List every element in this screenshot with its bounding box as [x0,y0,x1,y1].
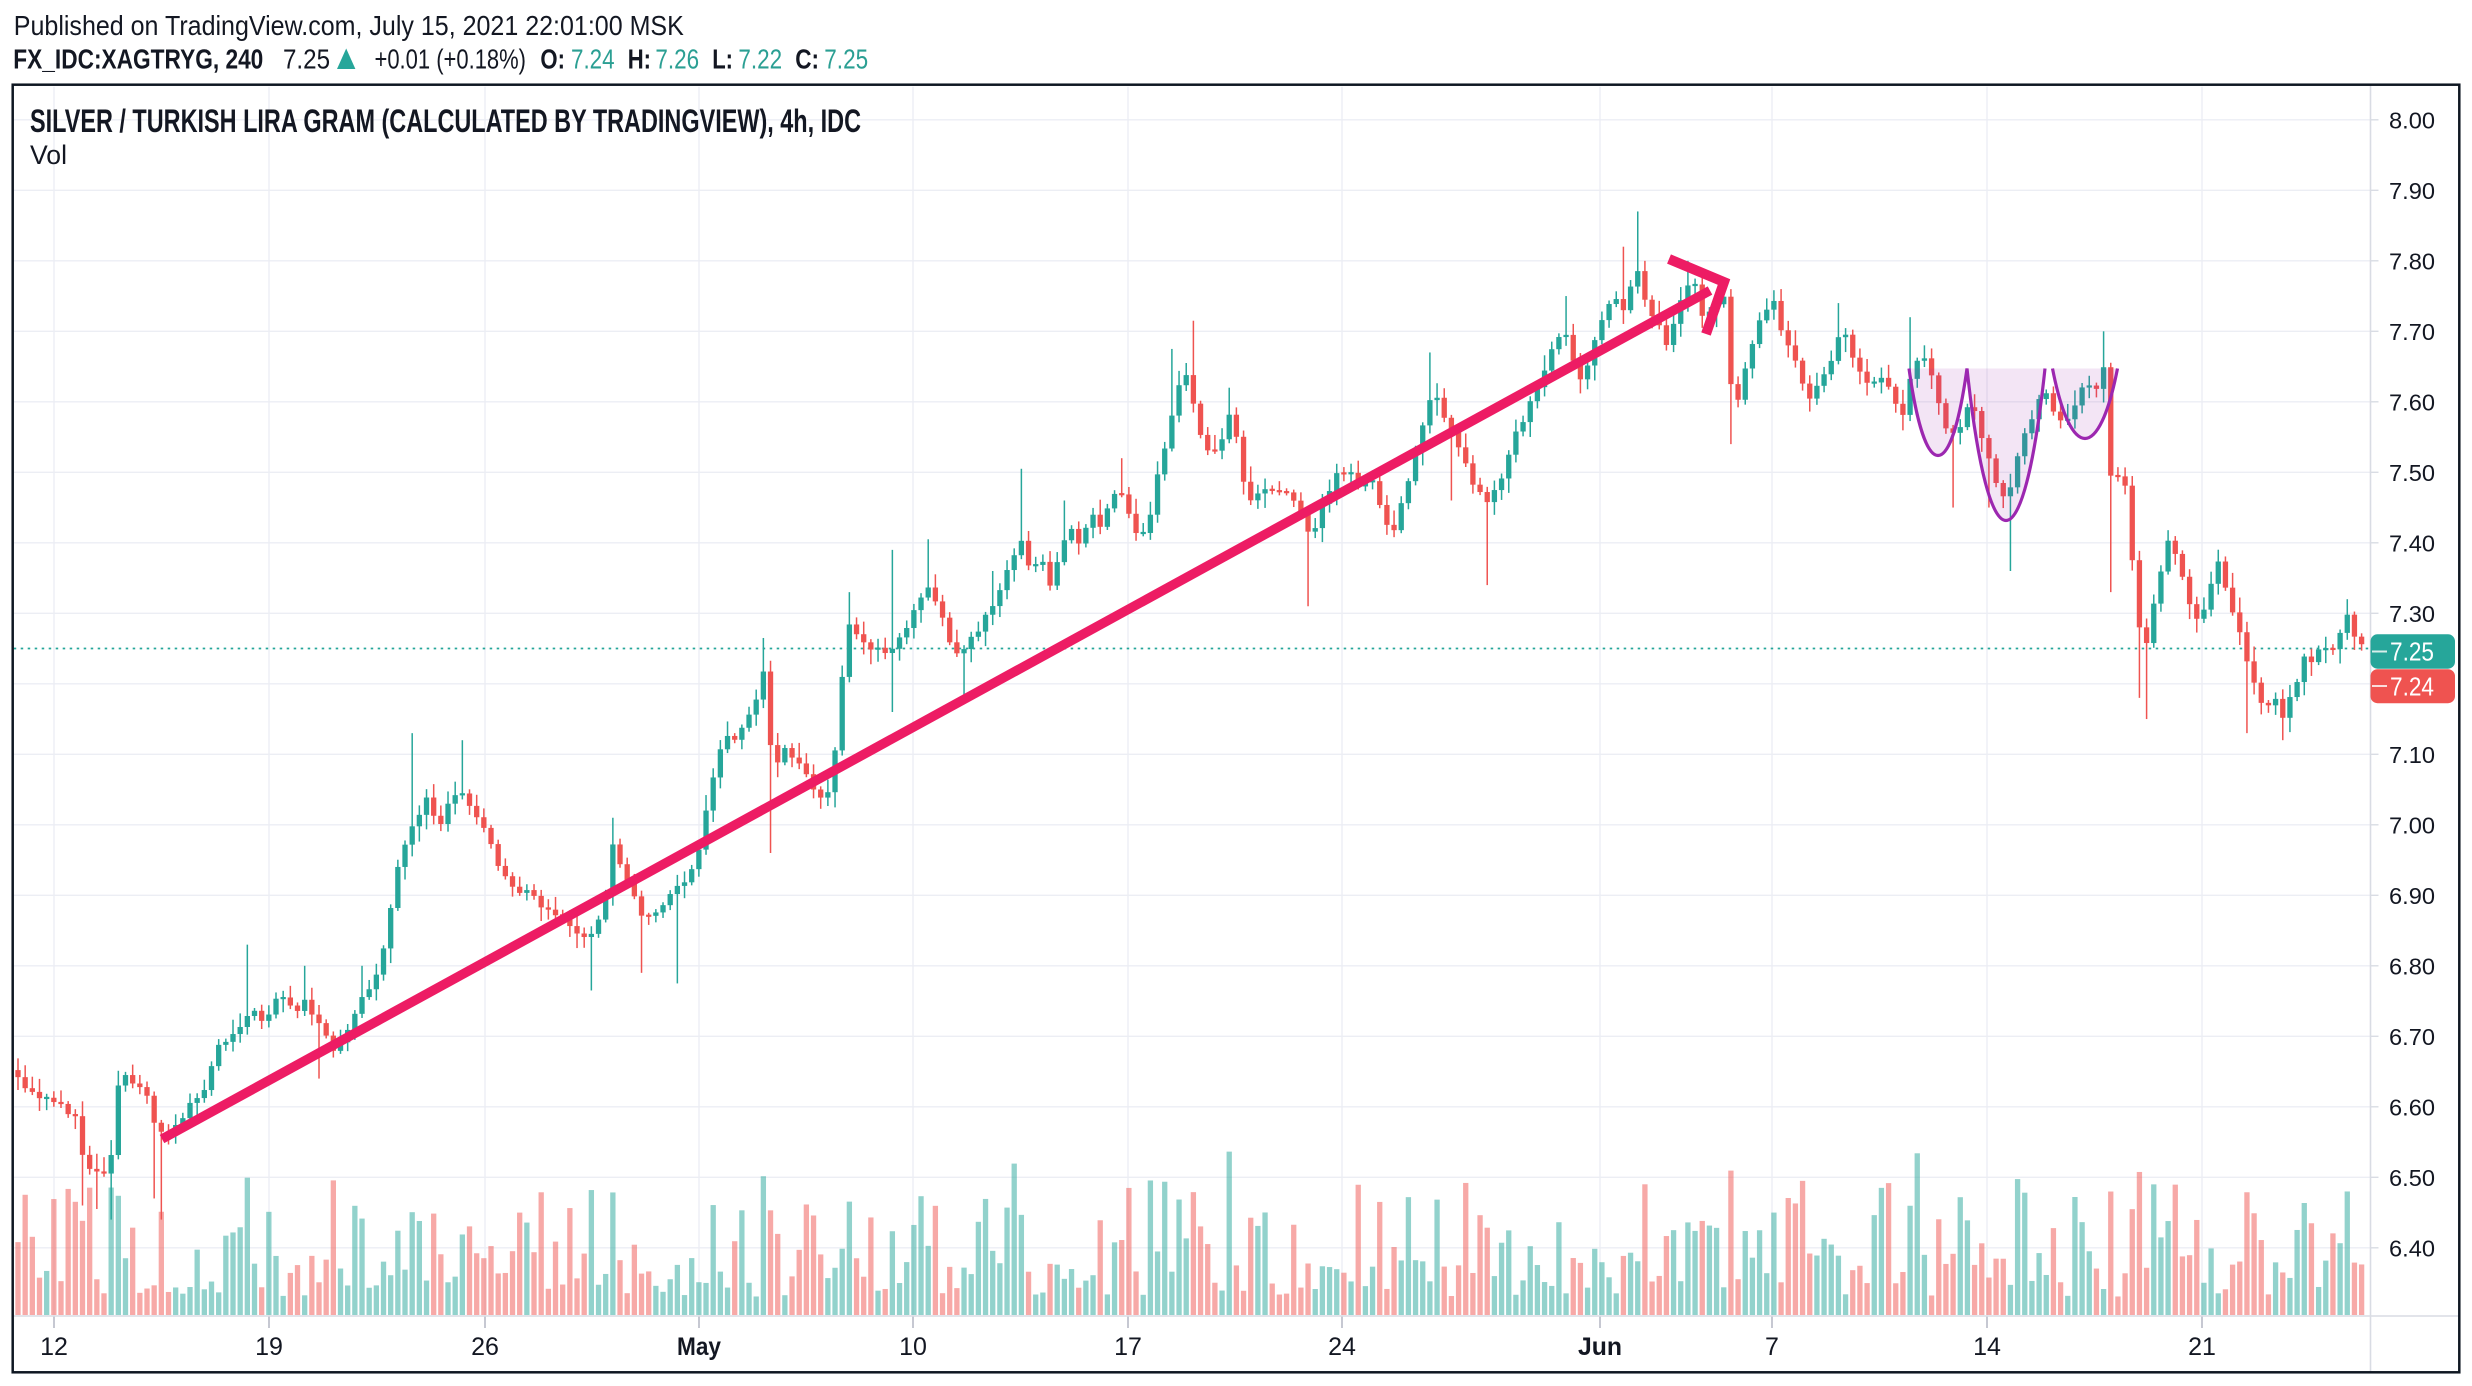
svg-text:H:: H: [628,44,651,75]
svg-text:7.25: 7.25 [2390,637,2434,667]
svg-text:Vol: Vol [30,140,67,170]
svg-text:21: 21 [2188,1333,2216,1361]
svg-text:7.40: 7.40 [2389,530,2435,556]
svg-text:7.25: 7.25 [824,44,868,75]
svg-text:7.60: 7.60 [2389,389,2435,415]
svg-text:19: 19 [255,1333,283,1361]
svg-text:+0.01 (+0.18%): +0.01 (+0.18%) [375,44,527,75]
svg-text:FX_IDC:XAGTRYG, 240: FX_IDC:XAGTRYG, 240 [13,44,263,75]
svg-text:7.50: 7.50 [2389,460,2435,486]
svg-text:7.24: 7.24 [571,44,615,75]
svg-text:7.24: 7.24 [2390,671,2434,701]
svg-text:6.90: 6.90 [2389,883,2435,909]
svg-text:6.70: 6.70 [2389,1024,2435,1050]
svg-text:6.80: 6.80 [2389,953,2435,979]
svg-text:7.80: 7.80 [2389,248,2435,274]
svg-text:24: 24 [1328,1333,1356,1361]
svg-text:8.00: 8.00 [2389,107,2435,133]
svg-text:6.50: 6.50 [2389,1165,2435,1191]
svg-text:May: May [677,1333,721,1361]
svg-text:7.22: 7.22 [738,44,782,75]
svg-text:14: 14 [1973,1333,2001,1361]
svg-text:7.10: 7.10 [2389,742,2435,768]
svg-text:7.25: 7.25 [283,44,330,75]
svg-text:L:: L: [712,44,733,75]
svg-text:6.40: 6.40 [2389,1235,2435,1261]
svg-text:O:: O: [540,44,565,75]
svg-text:7: 7 [1765,1333,1779,1361]
svg-text:10: 10 [899,1333,927,1361]
svg-text:Jun: Jun [1578,1333,1622,1361]
svg-text:Published on TradingView.com,: Published on TradingView.com, July 15, 2… [14,10,684,41]
svg-text:7.00: 7.00 [2389,812,2435,838]
svg-text:7.30: 7.30 [2389,601,2435,627]
svg-text:12: 12 [40,1333,68,1361]
svg-text:7.90: 7.90 [2389,178,2435,204]
svg-text:7.26: 7.26 [655,44,699,75]
svg-text:C:: C: [795,44,819,75]
svg-text:26: 26 [471,1333,499,1361]
svg-text:17: 17 [1114,1333,1142,1361]
svg-text:SILVER / TURKISH LIRA GRAM (CA: SILVER / TURKISH LIRA GRAM (CALCULATED B… [30,103,861,139]
svg-text:6.60: 6.60 [2389,1094,2435,1120]
svg-text:7.70: 7.70 [2389,319,2435,345]
